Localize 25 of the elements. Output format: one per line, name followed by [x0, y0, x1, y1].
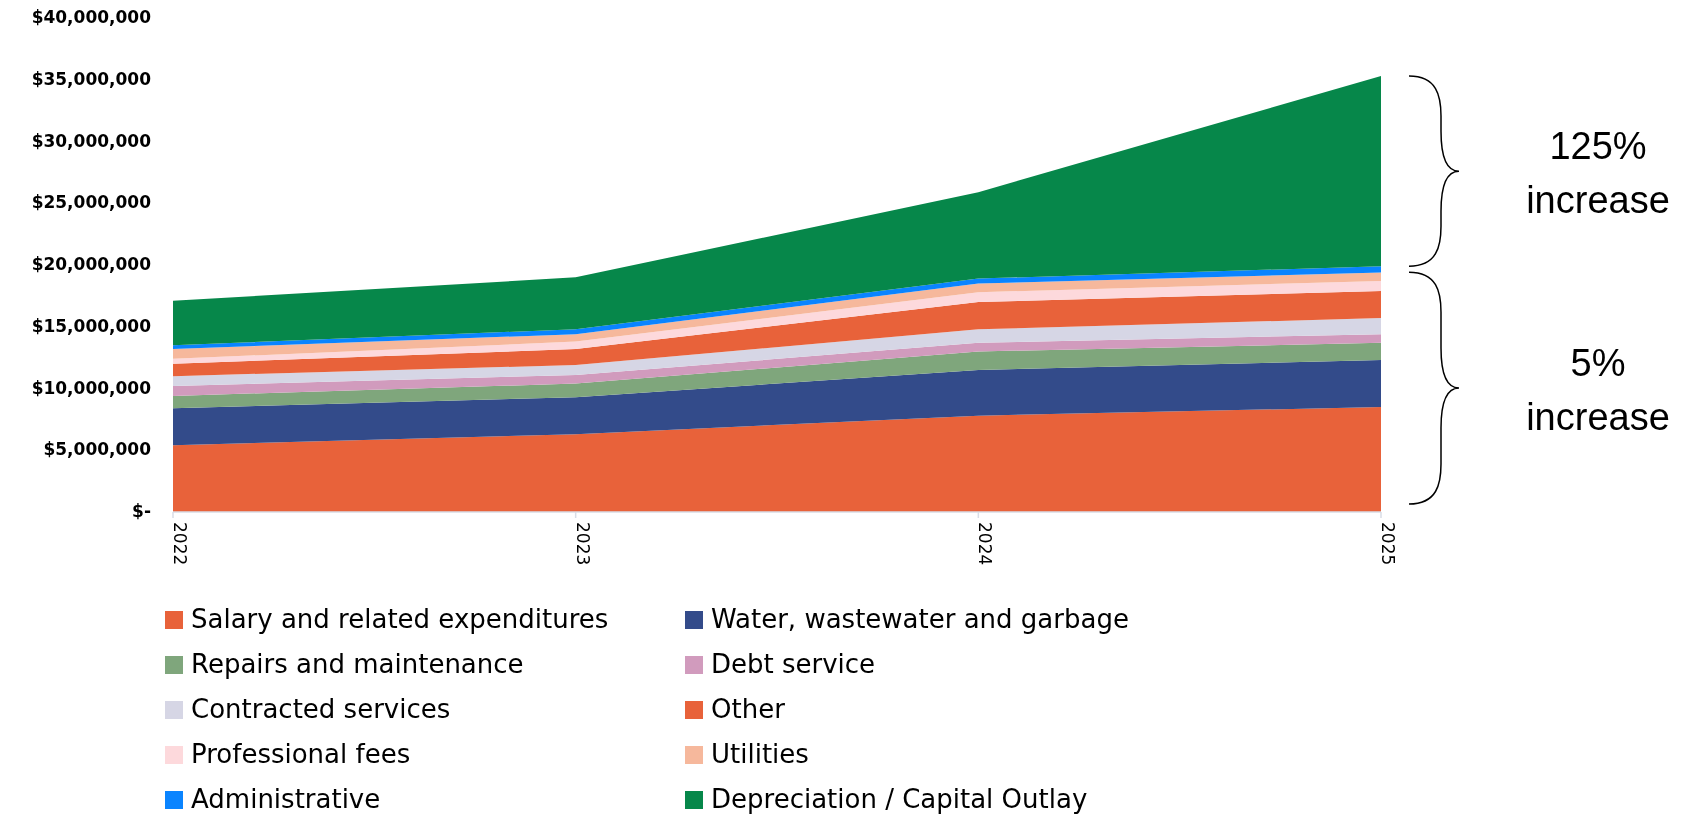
legend-label: Utilities — [711, 738, 809, 769]
legend-label: Repairs and maintenance — [191, 648, 524, 679]
x-tick-label: 2022 — [170, 522, 190, 566]
y-tick-label: $5,000,000 — [43, 439, 152, 460]
legend-label: Administrative — [191, 783, 381, 814]
y-tick-label: $25,000,000 — [31, 192, 152, 213]
y-tick-label: $35,000,000 — [31, 68, 152, 89]
legend-label: Salary and related expenditures — [191, 603, 609, 634]
y-tick-label: $- — [132, 501, 151, 521]
y-tick-label: $10,000,000 — [31, 377, 152, 398]
x-tick-label: 2025 — [1378, 522, 1398, 566]
y-tick-label: $20,000,000 — [31, 254, 152, 274]
legend-label: Water, wastewater and garbage — [711, 603, 1129, 634]
y-tick-label: $15,000,000 — [31, 315, 152, 336]
legend-label: Professional fees — [191, 738, 411, 769]
y-tick-label: $40,000,000 — [31, 7, 152, 27]
x-tick-label: 2024 — [975, 522, 996, 566]
x-tick-label: 2023 — [572, 522, 593, 566]
legend-label: Debt service — [711, 648, 876, 679]
text: 5% increase — [1526, 342, 1670, 439]
legend-label: Other — [711, 693, 786, 724]
y-tick-label: $30,000,000 — [31, 130, 152, 151]
legend-label: Depreciation / Capital Outlay — [711, 783, 1088, 814]
legend-label: Contracted services — [191, 693, 451, 724]
text: 125% increase — [1526, 125, 1670, 222]
